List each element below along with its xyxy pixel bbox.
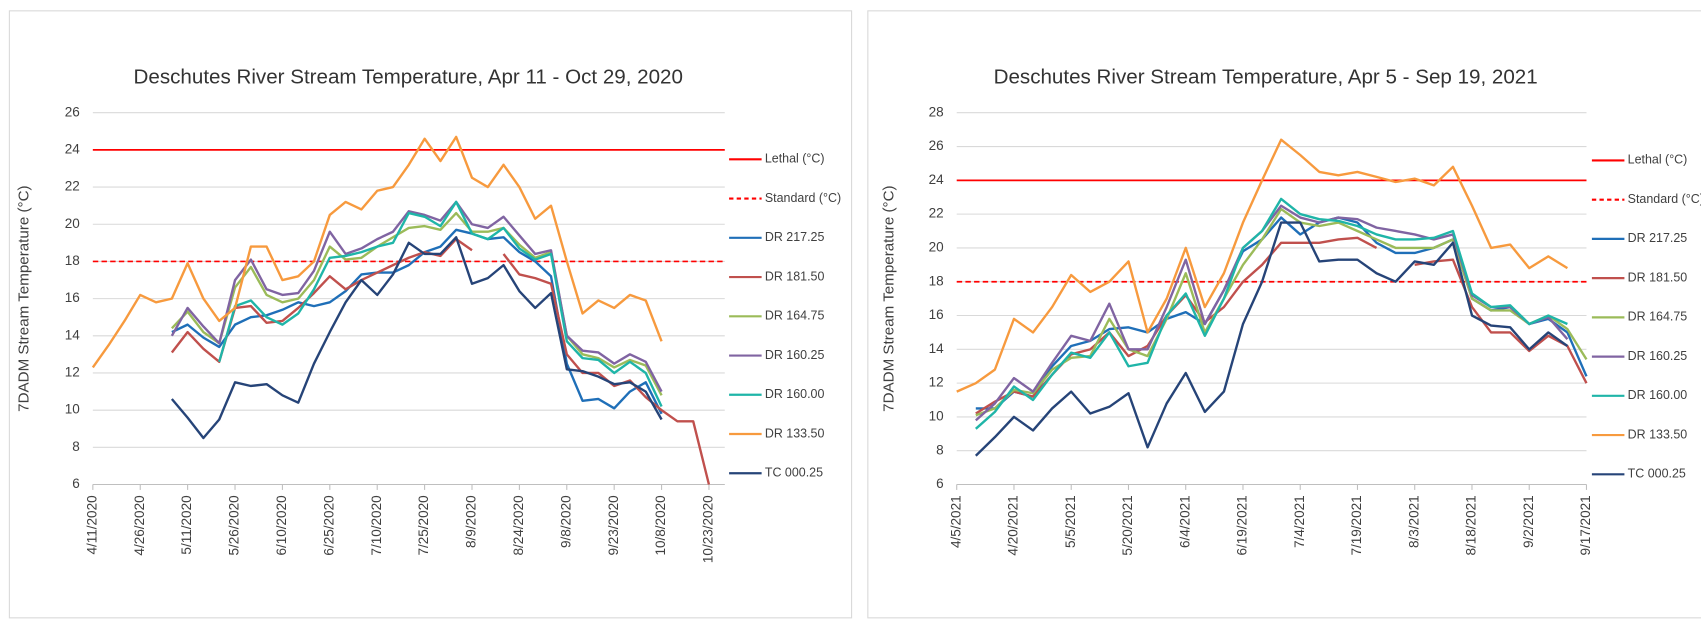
y-tick-label: 8 bbox=[936, 442, 944, 457]
y-tick-label: 20 bbox=[929, 239, 944, 254]
x-tick-label: 9/17/2021 bbox=[1578, 495, 1593, 555]
x-tick-label: 8/24/2020 bbox=[511, 495, 526, 555]
x-tick-label: 5/5/2021 bbox=[1063, 495, 1078, 548]
series-line bbox=[170, 236, 663, 440]
series-line bbox=[218, 200, 663, 407]
x-tick-label: 4/5/2021 bbox=[948, 495, 963, 548]
x-tick-label: 6/19/2021 bbox=[1235, 495, 1250, 555]
x-tick-label: 9/8/2020 bbox=[558, 495, 573, 548]
y-tick-label: 16 bbox=[65, 290, 80, 305]
x-tick-label: 8/9/2020 bbox=[464, 495, 479, 548]
panel-frame bbox=[8, 10, 853, 619]
legend-label: DR 160.25 bbox=[765, 348, 825, 362]
x-tick-label: 5/20/2021 bbox=[1120, 495, 1135, 555]
y-tick-label: 16 bbox=[929, 307, 944, 322]
x-tick-label: 8/3/2021 bbox=[1406, 495, 1421, 548]
y-tick-label: 22 bbox=[65, 179, 80, 194]
x-tick-label: 4/26/2020 bbox=[132, 495, 147, 555]
legend-label: DR 217.25 bbox=[765, 230, 825, 244]
x-tick-label: 5/11/2020 bbox=[179, 495, 194, 554]
series-line bbox=[974, 221, 1569, 457]
y-tick-label: 18 bbox=[929, 273, 944, 288]
legend-label: DR 181.50 bbox=[765, 269, 825, 283]
legend-label: Lethal (°C) bbox=[1628, 153, 1688, 167]
legend-label: DR 133.50 bbox=[765, 426, 825, 440]
x-tick-label: 9/2/2021 bbox=[1521, 495, 1536, 548]
x-tick-label: 10/23/2020 bbox=[701, 495, 716, 563]
legend-label: Standard (°C) bbox=[1628, 192, 1701, 206]
x-tick-label: 5/26/2020 bbox=[227, 495, 242, 555]
y-tick-label: 14 bbox=[929, 341, 945, 356]
y-tick-label: 28 bbox=[929, 104, 944, 119]
series-line bbox=[956, 138, 1569, 393]
chart-title: Deschutes River Stream Temperature, Apr … bbox=[134, 65, 683, 88]
x-tick-label: 8/18/2021 bbox=[1464, 495, 1479, 555]
chart-title: Deschutes River Stream Temperature, Apr … bbox=[994, 65, 1538, 88]
legend-label: TC 000.25 bbox=[1628, 467, 1686, 481]
series-line bbox=[975, 197, 1568, 430]
y-tick-label: 24 bbox=[929, 172, 945, 187]
y-tick-label: 10 bbox=[929, 408, 944, 423]
x-tick-label: 7/19/2021 bbox=[1349, 495, 1364, 555]
y-tick-label: 26 bbox=[929, 138, 944, 153]
y-tick-label: 22 bbox=[929, 206, 944, 221]
legend-label: DR 181.50 bbox=[1628, 270, 1688, 284]
y-tick-label: 14 bbox=[65, 327, 81, 342]
y-tick-label: 26 bbox=[65, 104, 80, 119]
x-tick-label: 4/20/2021 bbox=[1006, 495, 1021, 555]
x-tick-label: 4/11/2020 bbox=[84, 495, 99, 554]
y-tick-label: 18 bbox=[65, 253, 80, 268]
y-axis-title: 7DADM Stream Temperature (°C) bbox=[16, 185, 33, 411]
y-tick-label: 24 bbox=[65, 141, 81, 156]
legend-label: DR 160.00 bbox=[1628, 388, 1688, 402]
x-tick-label: 7/4/2021 bbox=[1292, 495, 1307, 548]
legend-label: DR 133.50 bbox=[1628, 427, 1688, 441]
x-tick-label: 9/23/2020 bbox=[606, 495, 621, 555]
series-line bbox=[170, 211, 663, 396]
legend-label: Standard (°C) bbox=[765, 191, 841, 205]
series-line bbox=[171, 228, 663, 415]
series-line bbox=[91, 135, 663, 369]
legend-label: TC 000.25 bbox=[765, 466, 823, 480]
legend-label: DR 164.75 bbox=[765, 309, 825, 323]
x-tick-label: 7/10/2020 bbox=[369, 495, 384, 555]
y-tick-label: 20 bbox=[65, 216, 80, 231]
series-line bbox=[975, 207, 1588, 417]
y-axis-title: 7DADM Stream Temperature (°C) bbox=[881, 185, 898, 411]
y-tick-label: 8 bbox=[72, 439, 80, 454]
legend-label: Lethal (°C) bbox=[765, 152, 825, 166]
panel-frame bbox=[867, 10, 1701, 619]
x-tick-label: 7/25/2020 bbox=[416, 495, 431, 555]
x-tick-label: 6/10/2020 bbox=[274, 495, 289, 555]
series-line bbox=[170, 200, 663, 393]
legend-label: DR 160.00 bbox=[765, 387, 825, 401]
legend-label: DR 160.25 bbox=[1628, 349, 1688, 363]
y-tick-label: 10 bbox=[65, 402, 80, 417]
x-tick-label: 10/8/2020 bbox=[653, 495, 668, 555]
y-tick-label: 12 bbox=[929, 375, 944, 390]
y-tick-label: 6 bbox=[936, 476, 944, 491]
legend-label: DR 217.25 bbox=[1628, 231, 1688, 245]
x-tick-label: 6/25/2020 bbox=[321, 495, 336, 555]
y-tick-label: 12 bbox=[65, 365, 80, 380]
x-tick-label: 6/4/2021 bbox=[1177, 495, 1192, 548]
y-tick-label: 6 bbox=[72, 476, 80, 491]
legend-label: DR 164.75 bbox=[1628, 310, 1688, 324]
